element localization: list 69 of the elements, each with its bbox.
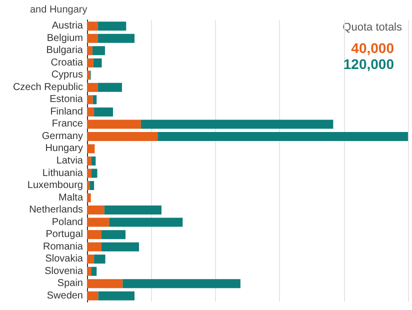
bar — [109, 218, 183, 227]
y-tick-label: Luxembourg — [27, 180, 83, 192]
y-tick-label: Hungary — [45, 143, 83, 154]
bar — [101, 230, 126, 240]
y-tick-label: Austria — [52, 20, 84, 32]
y-tick-label: Sweden — [46, 290, 83, 302]
bar — [87, 144, 95, 154]
bar — [140, 120, 334, 129]
bar — [87, 266, 92, 276]
bar — [87, 46, 92, 56]
y-tick-label: Cyprus — [51, 70, 83, 81]
y-tick-label: Germany — [42, 130, 83, 142]
bar — [87, 156, 92, 166]
y-tick-label: Poland — [52, 216, 83, 228]
y-tick-label: Romania — [42, 241, 84, 252]
bar — [87, 206, 104, 215]
y-tick-label: Malta — [58, 192, 84, 204]
text: 120,000 — [343, 56, 394, 72]
bar — [87, 254, 94, 264]
bar — [92, 95, 97, 104]
bar — [87, 132, 158, 141]
bar — [158, 132, 408, 141]
bar — [98, 34, 135, 43]
y-tick-label: Spain — [57, 278, 83, 290]
y-tick-label: Czech Republic — [12, 82, 83, 93]
bar — [87, 95, 93, 104]
y-tick-label: Slovakia — [45, 254, 84, 265]
bar — [94, 107, 113, 116]
bar — [87, 107, 94, 116]
bar — [87, 22, 98, 31]
bar — [104, 206, 162, 215]
bar — [87, 279, 123, 288]
bar — [87, 34, 98, 43]
y-tick-label: Bulgaria — [46, 45, 84, 56]
y-tick-label: Croatia — [50, 57, 84, 68]
y-tick-label: Belgium — [46, 32, 83, 44]
bar — [94, 254, 106, 264]
bar — [92, 46, 105, 56]
bar — [98, 291, 135, 300]
bar — [122, 279, 240, 288]
bar — [87, 82, 98, 92]
bar — [98, 82, 122, 92]
bar — [87, 242, 102, 252]
bar — [93, 58, 102, 68]
y-tick-label: Latvia — [56, 156, 84, 166]
bar — [90, 181, 94, 190]
bar — [98, 22, 126, 31]
y-tick-label: Estonia — [50, 94, 84, 106]
bar — [87, 70, 90, 80]
y-tick-label: Finland — [50, 106, 83, 118]
bar — [91, 266, 97, 276]
bar — [87, 58, 94, 68]
text: 40,000 — [351, 40, 394, 56]
y-tick-label: Portugal — [46, 229, 83, 240]
y-tick-label: Netherlands — [29, 204, 83, 216]
bar — [87, 230, 102, 240]
bar — [87, 168, 92, 178]
y-tick-label: Lithuania — [42, 168, 84, 179]
bar — [87, 218, 110, 227]
bar — [87, 120, 141, 129]
chart-title: and Hungary — [30, 4, 88, 16]
bar — [91, 168, 98, 178]
bar — [101, 242, 139, 252]
bar — [87, 193, 91, 202]
y-tick-label: Slovenia — [44, 266, 84, 277]
bar — [91, 156, 96, 166]
bar — [87, 291, 98, 300]
y-tick-label: France — [52, 118, 84, 130]
bar — [87, 181, 90, 190]
